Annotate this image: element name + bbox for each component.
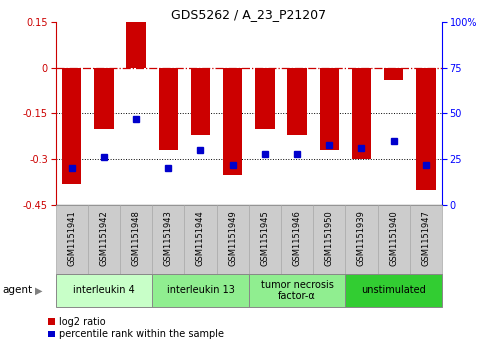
Text: GSM1151949: GSM1151949 <box>228 211 237 266</box>
Text: GSM1151946: GSM1151946 <box>293 211 301 266</box>
Bar <box>416 68 436 190</box>
Bar <box>287 68 307 135</box>
Legend: log2 ratio, percentile rank within the sample: log2 ratio, percentile rank within the s… <box>48 317 224 339</box>
Bar <box>152 274 249 307</box>
Bar <box>127 22 146 68</box>
Text: ▶: ▶ <box>35 285 43 295</box>
Bar <box>152 205 185 274</box>
Bar <box>56 205 88 274</box>
Bar <box>216 205 249 274</box>
Bar <box>345 205 378 274</box>
Text: GSM1151942: GSM1151942 <box>99 211 108 266</box>
Bar <box>185 205 216 274</box>
Title: GDS5262 / A_23_P21207: GDS5262 / A_23_P21207 <box>171 8 327 21</box>
Bar <box>158 68 178 150</box>
Bar <box>313 205 345 274</box>
Text: tumor necrosis
factor-α: tumor necrosis factor-α <box>261 280 333 301</box>
Bar <box>410 205 442 274</box>
Text: GSM1151941: GSM1151941 <box>67 211 76 266</box>
Text: interleukin 4: interleukin 4 <box>73 285 135 295</box>
Text: unstimulated: unstimulated <box>361 285 426 295</box>
Bar <box>255 68 274 129</box>
Text: GSM1151944: GSM1151944 <box>196 211 205 266</box>
Bar <box>378 205 410 274</box>
Text: GSM1151939: GSM1151939 <box>357 211 366 266</box>
Text: agent: agent <box>2 285 32 295</box>
Bar <box>320 68 339 150</box>
Bar <box>56 274 152 307</box>
Text: GSM1151947: GSM1151947 <box>421 211 430 266</box>
Bar <box>62 68 81 184</box>
Text: GSM1151948: GSM1151948 <box>131 211 141 266</box>
Bar <box>88 205 120 274</box>
Text: GSM1151940: GSM1151940 <box>389 211 398 266</box>
Bar <box>191 68 210 135</box>
Text: GSM1151943: GSM1151943 <box>164 211 173 266</box>
Text: GSM1151945: GSM1151945 <box>260 211 270 266</box>
Text: GSM1151950: GSM1151950 <box>325 211 334 266</box>
Bar <box>352 68 371 159</box>
Bar <box>94 68 114 129</box>
Bar <box>249 274 345 307</box>
Bar <box>345 274 442 307</box>
Bar <box>120 205 152 274</box>
Bar <box>249 205 281 274</box>
Bar <box>281 205 313 274</box>
Bar <box>384 68 403 80</box>
Text: interleukin 13: interleukin 13 <box>167 285 234 295</box>
Bar <box>223 68 242 175</box>
